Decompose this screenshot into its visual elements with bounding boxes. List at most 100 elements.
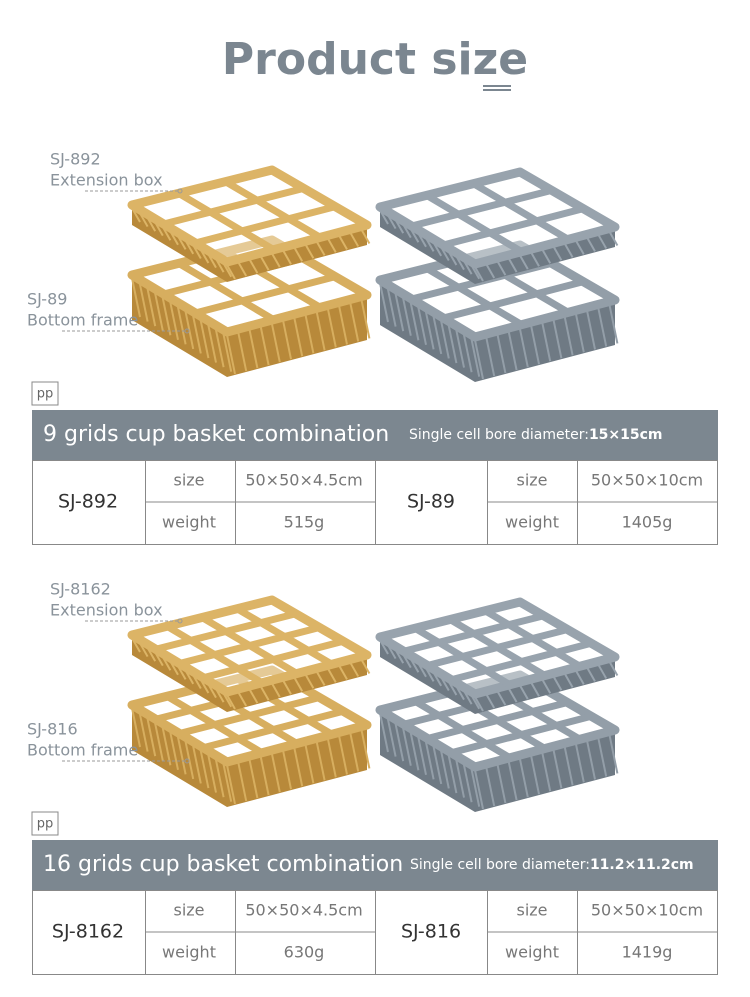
- grid-divider: [176, 190, 276, 253]
- lattice: [424, 740, 435, 780]
- lattice: [507, 760, 518, 801]
- lattice: [474, 266, 484, 282]
- lattice: [470, 767, 481, 807]
- lattice: [496, 260, 507, 276]
- lattice: [199, 748, 210, 789]
- lattice: [248, 328, 259, 369]
- material-tag: [31, 381, 59, 406]
- lattice: [138, 282, 149, 322]
- label-code: SJ-89: [27, 290, 67, 309]
- lattice: [530, 681, 540, 697]
- lattice: [282, 249, 292, 265]
- lattice: [146, 286, 157, 327]
- lattice: [518, 684, 529, 700]
- basket-side: [380, 280, 615, 382]
- lattice: [496, 333, 507, 374]
- lattice: [282, 679, 292, 695]
- basket-side: [132, 205, 367, 282]
- lattice: [161, 296, 172, 336]
- lattice: [574, 743, 585, 783]
- lattice: [304, 314, 315, 354]
- grid-divider: [176, 260, 276, 323]
- lattice: [214, 757, 225, 798]
- lattice: [315, 240, 326, 256]
- basket-side: [132, 705, 367, 807]
- lattice: [507, 257, 518, 273]
- lattice: [409, 731, 420, 771]
- spec-key: weight: [505, 513, 559, 532]
- basket: [375, 597, 620, 714]
- lattice: [597, 737, 608, 777]
- lattice: [349, 231, 360, 247]
- basket-side: [380, 710, 615, 812]
- lattice: [417, 305, 427, 346]
- label-code: SJ-892: [50, 150, 101, 169]
- lattice: [574, 239, 585, 255]
- leader-dot: [177, 618, 183, 624]
- lattice: [552, 749, 563, 789]
- basket-side: [380, 207, 615, 284]
- lattice: [608, 734, 619, 774]
- table-header: [32, 840, 718, 890]
- lattice: [207, 323, 217, 363]
- basket: [127, 665, 372, 807]
- lattice: [597, 663, 608, 679]
- lattice: [485, 263, 496, 279]
- lattice: [586, 740, 596, 780]
- grid-divider: [202, 637, 345, 682]
- lattice: [552, 675, 563, 691]
- material-text: pp: [37, 387, 54, 402]
- label-name: Extension box: [50, 601, 163, 620]
- basket: [127, 595, 372, 712]
- spec-key: weight: [162, 513, 216, 532]
- lattice: [304, 673, 315, 689]
- table-note: Single cell bore diameter:11.2×11.2cm: [410, 857, 694, 873]
- lattice: [455, 328, 465, 368]
- lattice: [191, 314, 202, 354]
- lattice: [541, 248, 552, 264]
- lattice: [496, 763, 507, 804]
- lattice: [226, 694, 236, 710]
- spec-key: size: [173, 901, 204, 920]
- grid-divider: [471, 180, 571, 243]
- label-name: Extension box: [50, 171, 163, 190]
- note-value: 15×15cm: [589, 427, 663, 443]
- spec-value: 515g: [284, 513, 325, 532]
- basket: [375, 670, 620, 812]
- lattice: [259, 325, 270, 366]
- lattice: [248, 258, 259, 274]
- lattice: [360, 658, 371, 674]
- lattice: [574, 313, 585, 353]
- lattice: [270, 322, 281, 363]
- lattice: [586, 666, 596, 682]
- label-code: SJ-816: [27, 720, 78, 739]
- spec-key: weight: [505, 943, 559, 962]
- lattice: [530, 754, 540, 795]
- lattice: [574, 669, 585, 685]
- grid-divider: [178, 694, 321, 737]
- lattice: [485, 766, 496, 807]
- lattice: [552, 245, 563, 261]
- leader-dot: [177, 188, 183, 194]
- label-name: Bottom frame: [27, 741, 138, 760]
- lattice: [608, 230, 619, 246]
- lattice: [496, 690, 507, 706]
- lattice: [199, 318, 210, 359]
- grid-divider: [223, 178, 323, 241]
- spec-value: 50×50×4.5cm: [245, 901, 362, 920]
- lattice: [138, 712, 149, 752]
- lattice: [191, 744, 202, 784]
- lattice: [270, 252, 281, 268]
- grid-divider: [442, 205, 585, 249]
- spec-value: 50×50×10cm: [591, 901, 703, 920]
- lattice: [259, 755, 270, 796]
- grid-divider: [424, 192, 524, 255]
- lattice: [207, 753, 217, 793]
- lattice: [315, 311, 326, 351]
- lattice: [169, 300, 179, 341]
- lattice: [424, 310, 435, 350]
- lattice: [608, 660, 619, 676]
- spec-key: weight: [162, 943, 216, 962]
- lattice: [226, 764, 236, 805]
